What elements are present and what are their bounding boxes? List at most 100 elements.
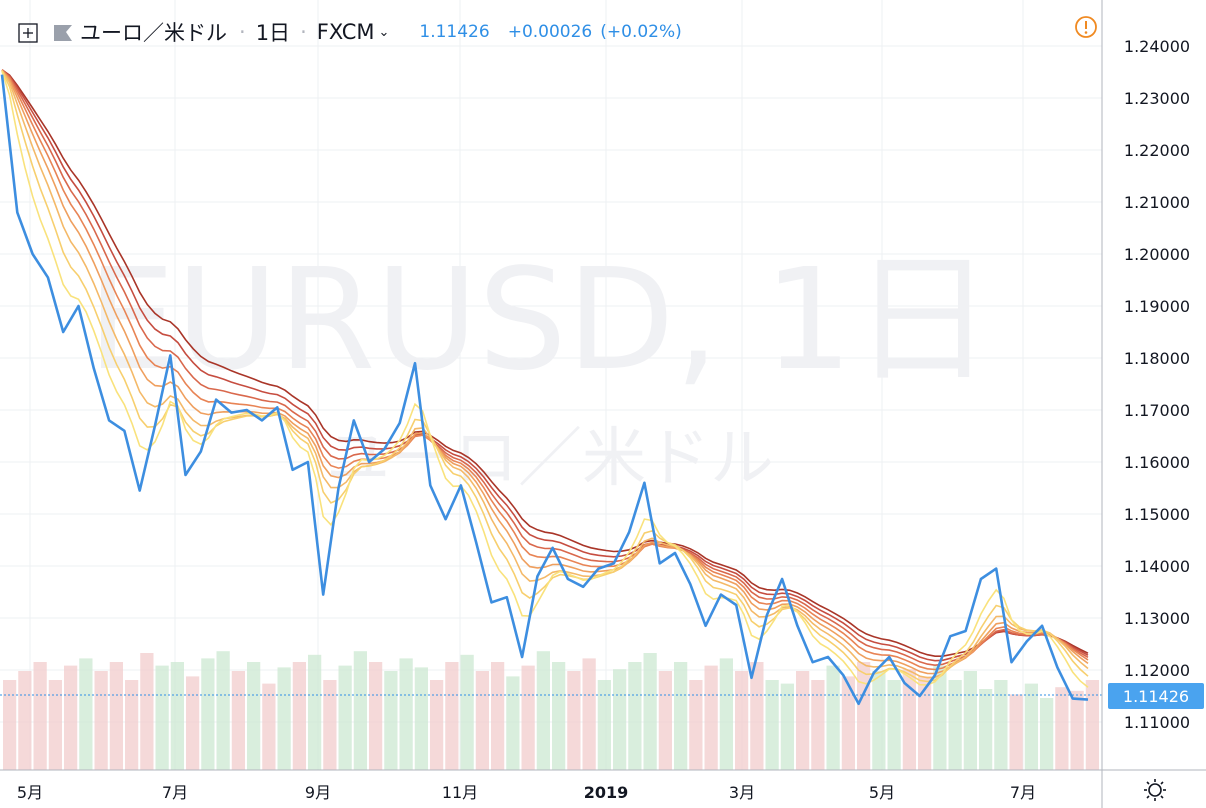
volume-bar bbox=[292, 662, 306, 770]
volume-bar bbox=[597, 680, 611, 770]
volume-bar bbox=[3, 680, 17, 770]
y-tick-label: 1.23000 bbox=[1124, 89, 1190, 108]
volume-bar bbox=[353, 651, 367, 770]
ema-line bbox=[1, 69, 1089, 662]
volume-bar bbox=[94, 671, 108, 770]
volume-bar bbox=[750, 662, 764, 770]
y-tick-label: 1.13000 bbox=[1124, 609, 1190, 628]
volume-bar bbox=[231, 671, 245, 770]
volume-bar bbox=[521, 665, 535, 770]
ema-line bbox=[1, 69, 1089, 667]
volume-bar bbox=[613, 669, 627, 770]
volume-bar bbox=[963, 671, 977, 770]
x-tick-label: 9月 bbox=[305, 783, 331, 802]
chevron-down-icon[interactable]: ⌄ bbox=[378, 24, 390, 40]
x-tick-label: 7月 bbox=[162, 783, 188, 802]
x-tick-label: 5月 bbox=[869, 783, 895, 802]
ema-line bbox=[1, 70, 1089, 688]
volume-bar bbox=[338, 665, 352, 770]
ema-line bbox=[1, 70, 1089, 683]
x-tick-label: 2019 bbox=[584, 783, 629, 802]
y-tick-label: 1.12000 bbox=[1124, 661, 1190, 680]
volume-bar bbox=[369, 662, 383, 770]
flag-icon[interactable] bbox=[52, 23, 74, 43]
volume-bar bbox=[826, 665, 840, 770]
volume-bar bbox=[1085, 680, 1099, 770]
change-percent: (+0.02%) bbox=[600, 22, 682, 42]
ema-line bbox=[1, 69, 1089, 657]
volume-bar bbox=[201, 658, 215, 770]
y-tick-label: 1.24000 bbox=[1124, 37, 1190, 56]
volume-bar bbox=[262, 683, 276, 770]
y-tick-label: 1.18000 bbox=[1124, 349, 1190, 368]
volume-bar bbox=[155, 665, 169, 770]
watermark-symbol: EURUSD, 1日 bbox=[87, 239, 992, 402]
volume-bar bbox=[170, 662, 184, 770]
volume-bar bbox=[48, 680, 62, 770]
y-tick-label: 1.11000 bbox=[1124, 713, 1190, 732]
volume-bar bbox=[857, 662, 871, 770]
volume-bar bbox=[582, 658, 596, 770]
volume-bar bbox=[323, 680, 337, 770]
volume-bar bbox=[552, 662, 566, 770]
volume-bar bbox=[536, 651, 550, 770]
volume-bar bbox=[399, 658, 413, 770]
volume-bar bbox=[308, 654, 322, 770]
volume-bar bbox=[1024, 683, 1038, 770]
y-tick-label: 1.21000 bbox=[1124, 193, 1190, 212]
change-value: +0.00026 bbox=[507, 22, 593, 42]
close-price-line bbox=[0, 74, 1089, 706]
volume-bar bbox=[979, 689, 993, 770]
volume-bar bbox=[64, 665, 78, 770]
volume-bar bbox=[628, 662, 642, 770]
volume-bar bbox=[704, 665, 718, 770]
source-label[interactable]: FXCM bbox=[316, 20, 375, 44]
volume-bar bbox=[902, 669, 916, 770]
settings-gear-icon[interactable] bbox=[1144, 779, 1166, 801]
volume-bar bbox=[658, 671, 672, 770]
volume-bar bbox=[994, 680, 1008, 770]
volume-bar bbox=[674, 662, 688, 770]
last-price-badge bbox=[1108, 683, 1204, 709]
y-tick-label: 1.22000 bbox=[1124, 141, 1190, 160]
y-tick-label: 1.16000 bbox=[1124, 453, 1190, 472]
volume-bar bbox=[216, 651, 230, 770]
volume-bar bbox=[475, 671, 489, 770]
time-axis[interactable]: 5月 7月 9月 11月 2019 3月 5月 7月 bbox=[17, 783, 1036, 802]
volume-bar bbox=[872, 671, 886, 770]
plus-square-icon[interactable] bbox=[18, 23, 38, 43]
volume-bar bbox=[445, 662, 459, 770]
volume-bar bbox=[247, 662, 261, 770]
y-tick-label: 1.17000 bbox=[1124, 401, 1190, 420]
volume-bar bbox=[796, 671, 810, 770]
x-tick-label: 11月 bbox=[442, 783, 478, 802]
volume-bar bbox=[414, 667, 428, 770]
alert-icon[interactable] bbox=[1073, 14, 1099, 40]
volume-bar bbox=[430, 680, 444, 770]
interval-label[interactable]: 1日 bbox=[255, 21, 291, 45]
volume-bar bbox=[643, 653, 657, 770]
volume-bar bbox=[491, 662, 505, 770]
volume-bar bbox=[841, 676, 855, 770]
volume-bar bbox=[948, 680, 962, 770]
volume-bar bbox=[33, 662, 47, 770]
volume-bar bbox=[780, 683, 794, 770]
ema-line bbox=[1, 69, 1089, 671]
last-price-value: 1.11426 bbox=[419, 22, 490, 42]
price-series bbox=[0, 74, 1089, 706]
symbol-name[interactable]: ユーロ／米ドル bbox=[80, 21, 227, 45]
volume-bar bbox=[277, 667, 291, 770]
volume-bar bbox=[384, 671, 398, 770]
volume-bars bbox=[3, 651, 1099, 770]
volume-bar bbox=[567, 671, 581, 770]
volume-bar bbox=[689, 680, 703, 770]
volume-bar bbox=[918, 676, 932, 770]
x-tick-label: 5月 bbox=[17, 783, 43, 802]
ema-line bbox=[1, 69, 1089, 675]
price-axis[interactable]: 1.24000 1.23000 1.22000 1.21000 1.20000 1.190… bbox=[1124, 37, 1190, 732]
volume-bar bbox=[506, 676, 520, 770]
legend-separator-dot: · bbox=[300, 20, 307, 44]
volume-bar bbox=[79, 658, 93, 770]
